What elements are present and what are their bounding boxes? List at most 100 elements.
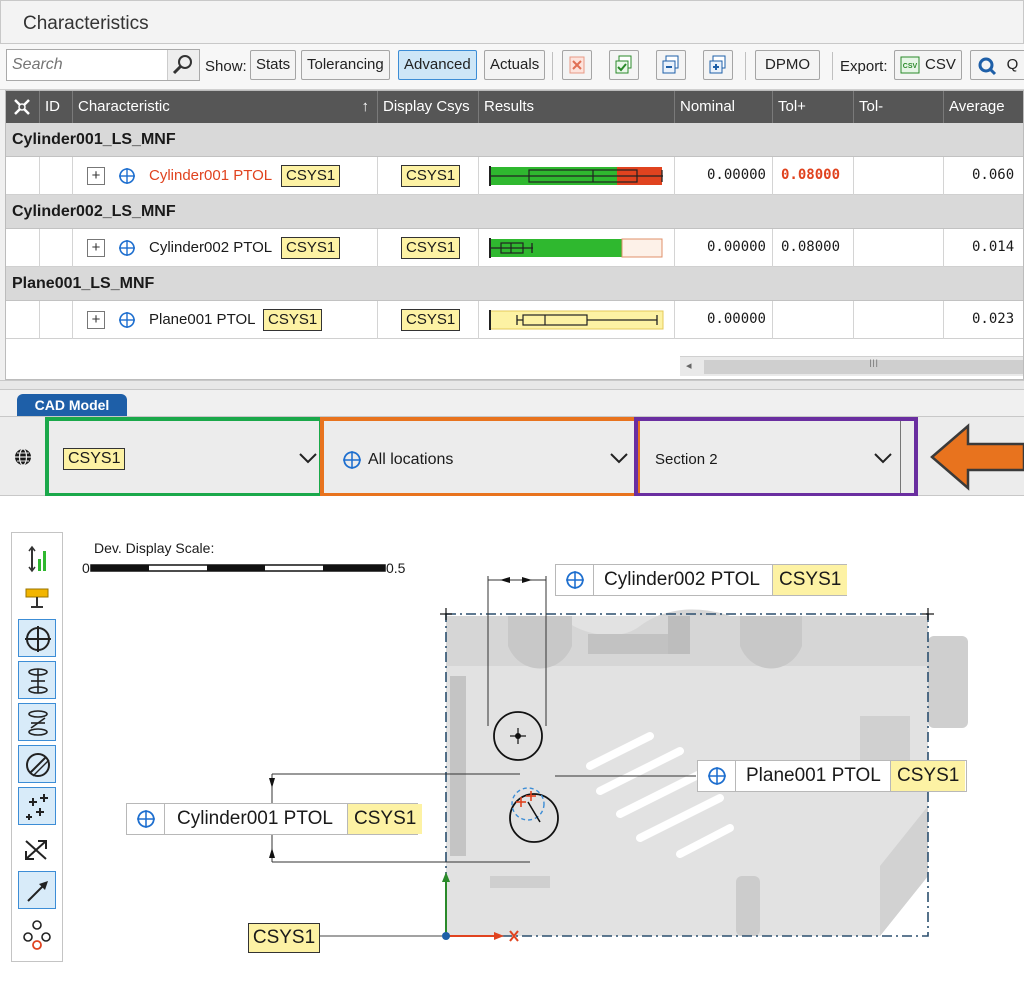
average-cell: 0.023 — [944, 301, 1023, 339]
advanced-button[interactable]: Advanced — [398, 50, 477, 80]
csys-dropdown[interactable]: CSYS1 — [45, 417, 323, 497]
panel-title: Characteristics — [23, 13, 149, 34]
clear-filter-button[interactable] — [562, 50, 592, 80]
table-row[interactable]: + Cylinder001 PTOL CSYS1 CSYS1 — [6, 157, 1023, 195]
characteristics-table: ID Characteristic ↑ Display Csys Results… — [5, 90, 1024, 380]
cylinder-icon — [28, 668, 48, 694]
arrow-tool[interactable] — [18, 871, 56, 909]
callout-cylinder001[interactable]: Cylinder001 PTOL CSYS1 — [126, 803, 423, 835]
select-cell[interactable] — [6, 157, 40, 195]
select-all-column[interactable] — [6, 91, 40, 123]
select-cell[interactable] — [6, 229, 40, 267]
export-csv-button[interactable]: CSV CSV — [894, 50, 962, 80]
expand-toggle[interactable]: + — [87, 167, 105, 185]
expand-button[interactable] — [703, 50, 733, 80]
callout-csys: CSYS1 — [347, 804, 423, 834]
display-csys-cell[interactable]: CSYS1 — [378, 157, 479, 195]
scroll-thumb[interactable]: III — [704, 358, 1023, 374]
result-boxplot — [489, 310, 664, 330]
nominal-value: 0.00000 — [706, 167, 766, 183]
column-id[interactable]: ID — [40, 91, 73, 123]
horizontal-scrollbar[interactable]: ◂ III — [680, 356, 1023, 376]
expand-icon — [709, 55, 726, 74]
dropdown-divider — [900, 421, 901, 493]
select-cell[interactable] — [6, 301, 40, 339]
vector-tool[interactable] — [18, 831, 56, 869]
expand-toggle[interactable]: + — [87, 311, 105, 329]
location-dropdown[interactable]: All locations — [320, 417, 640, 497]
column-tol-plus[interactable]: Tol+ — [773, 91, 854, 123]
display-csys-badge: CSYS1 — [401, 237, 461, 259]
table-row[interactable]: + Plane001 PTOL CSYS1 CSYS1 — [6, 301, 1023, 339]
dev-scale-min: 0 — [82, 560, 90, 576]
profile-icon — [26, 753, 50, 777]
dpmo-button[interactable]: DPMO — [755, 50, 820, 80]
stats-button[interactable]: Stats — [250, 50, 297, 80]
column-tol-minus[interactable]: Tol- — [854, 91, 944, 123]
svg-text:CSV: CSV — [903, 63, 918, 70]
points-tool[interactable] — [18, 787, 56, 825]
column-display-csys[interactable]: Display Csys — [378, 91, 479, 123]
toolbar-separator — [552, 52, 553, 80]
display-csys-cell[interactable]: CSYS1 — [378, 229, 479, 267]
position-tool[interactable] — [18, 619, 56, 657]
cluster-tool[interactable] — [18, 915, 56, 953]
column-characteristic[interactable]: Characteristic ↑ — [73, 91, 378, 123]
callout-name: Cylinder001 PTOL — [177, 808, 333, 829]
runout-icon — [28, 710, 48, 736]
cluster-points-icon — [23, 920, 51, 950]
arrow-indicator-icon — [930, 423, 1024, 491]
display-csys-cell[interactable]: CSYS1 — [378, 301, 479, 339]
runout-tool[interactable] — [18, 703, 56, 741]
search-button[interactable] — [167, 50, 199, 80]
column-results[interactable]: Results — [479, 91, 675, 123]
group-name: Plane001_LS_MNF — [12, 275, 155, 292]
tol-minus-cell — [854, 157, 944, 195]
group-header[interactable]: Plane001_LS_MNF — [6, 267, 1023, 301]
globe-icon[interactable] — [12, 446, 34, 468]
results-cell — [479, 301, 675, 339]
dev-scale-label: Dev. Display Scale: — [94, 540, 215, 556]
characteristic-cell: + Cylinder002 PTOL CSYS1 — [73, 229, 378, 267]
tol-plus-cell: 0.08000 — [773, 157, 854, 195]
group-name: Cylinder001_LS_MNF — [12, 131, 176, 148]
position-icon — [25, 626, 51, 652]
select-all-icon — [615, 55, 632, 74]
callout-plane001[interactable]: Plane001 PTOL CSYS1 — [697, 760, 967, 792]
expand-toggle[interactable]: + — [87, 239, 105, 257]
csys-badge: CSYS1 — [281, 165, 341, 187]
deviation-bars-icon — [28, 545, 46, 573]
actuals-button[interactable]: Actuals — [484, 50, 546, 80]
collapse-button[interactable] — [656, 50, 686, 80]
group-header[interactable]: Cylinder002_LS_MNF — [6, 195, 1023, 229]
search-input[interactable] — [7, 50, 167, 80]
position-icon — [343, 451, 361, 469]
column-average[interactable]: Average — [944, 91, 1023, 123]
deviation-tool[interactable] — [18, 541, 56, 579]
nominal-cell: 0.00000 — [675, 301, 773, 339]
profile-tool[interactable] — [18, 745, 56, 783]
cad-viewport[interactable]: Dev. Display Scale: 0 0.5 — [0, 496, 1024, 981]
scroll-left-icon[interactable]: ◂ — [686, 360, 692, 372]
tolerancing-button[interactable]: Tolerancing — [301, 50, 390, 80]
column-nominal[interactable]: Nominal — [675, 91, 773, 123]
sort-arrow-icon: ↑ — [361, 98, 370, 115]
cad-model-tab[interactable]: CAD Model — [17, 394, 127, 416]
select-all-button[interactable] — [609, 50, 639, 80]
characteristics-panel-header: Characteristics — [0, 0, 1024, 44]
group-header[interactable]: Cylinder001_LS_MNF — [6, 123, 1023, 157]
callout-cylinder002[interactable]: Cylinder002 PTOL CSYS1 — [555, 564, 848, 596]
scroll-grip: III — [869, 358, 879, 370]
panel-splitter[interactable] — [0, 380, 1024, 390]
characteristic-name: Plane001 PTOL — [149, 311, 256, 328]
nominal-cell: 0.00000 — [675, 157, 773, 195]
nominal-cell: 0.00000 — [675, 229, 773, 267]
q-label: Q — [1006, 56, 1019, 73]
origin-csys-label[interactable]: CSYS1 — [248, 923, 320, 953]
section-dropdown[interactable]: Section 2 — [634, 417, 918, 497]
cylindricity-tool[interactable] — [18, 661, 56, 699]
datum-tool[interactable] — [18, 579, 56, 617]
table-row[interactable]: + Cylinder002 PTOL CSYS1 CSYS1 — [6, 229, 1023, 267]
export-q-button[interactable]: Q — [970, 50, 1024, 80]
